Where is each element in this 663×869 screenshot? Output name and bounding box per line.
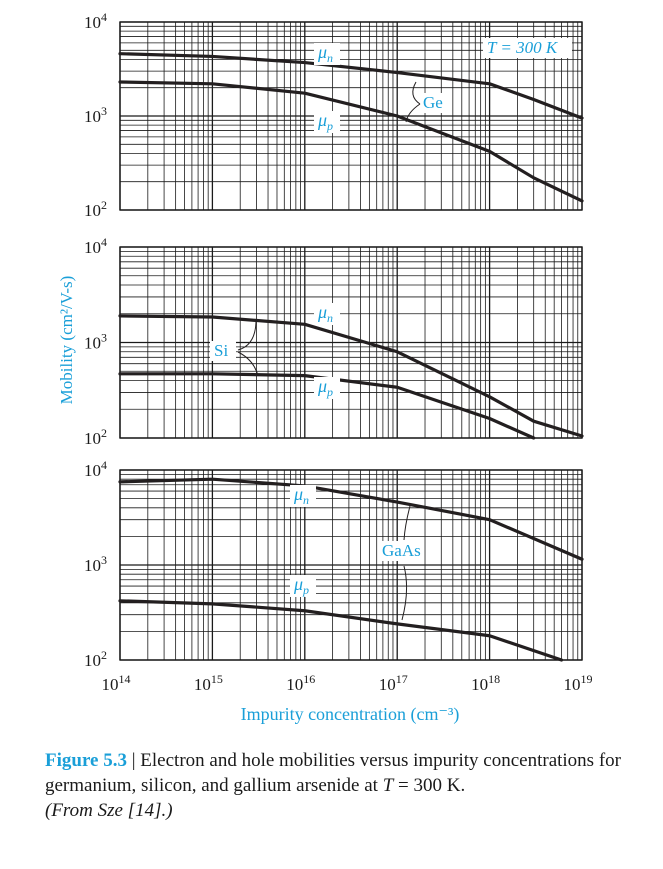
y-tick-label: 103 (84, 104, 107, 126)
si-leader (237, 319, 259, 377)
y-axis-label: Mobility (cm²/V-s) (57, 276, 76, 405)
x-tick-label: 1015 (194, 672, 223, 694)
curve-layer (118, 52, 584, 662)
x-axis-label: Impurity concentration (cm⁻³) (241, 704, 460, 725)
grid-layer (119, 21, 583, 661)
series-label-ge-mu-p: μp (317, 110, 333, 133)
curve-gaas-mu-n (118, 477, 584, 561)
caption-temp-var: T (382, 775, 394, 796)
series-label-gaas-mu-n-bg (290, 485, 316, 507)
material-label-ge: Ge (423, 93, 443, 112)
x-tick-label: 1019 (564, 672, 593, 694)
series-label-si-mu-p: μp (317, 376, 333, 399)
figure-caption: Figure 5.3 | Electron and hole mobilitie… (45, 748, 645, 823)
panel-frame-gaas (119, 469, 583, 661)
material-label-si: Si (214, 341, 228, 360)
y-tick-label: 104 (84, 10, 107, 32)
y-tick-label: 103 (84, 553, 107, 575)
caption-label: Figure 5.3 (45, 750, 127, 771)
panel-frame-si (119, 246, 583, 439)
gaas-leader (401, 505, 411, 621)
material-label-gaas-bg (378, 541, 422, 561)
series-label-ge-mu-p-bg (314, 111, 340, 133)
curve-ge-mu-n (118, 52, 584, 120)
ge-leader (405, 81, 421, 123)
x-tick-label: 1014 (102, 672, 131, 694)
series-label-si-mu-n-bg (314, 303, 340, 325)
temperature-label-bg (483, 38, 572, 58)
caption-source: (From Sze [14].) (45, 800, 173, 821)
material-label-ge-bg (419, 93, 445, 113)
y-tick-label: 104 (84, 458, 107, 480)
curve-si-mu-n (118, 314, 584, 438)
temperature-label: T = 300 K (487, 38, 559, 57)
caption-temp-value: = 300 K. (398, 775, 466, 796)
series-label-gaas-mu-p-bg (290, 575, 316, 597)
series-label-gaas-mu-p: μp (293, 574, 309, 597)
y-tick-label: 102 (84, 198, 107, 220)
y-tick-label: 104 (84, 235, 107, 257)
panel-frame-ge (119, 21, 583, 211)
curve-ge-mu-p (118, 80, 584, 203)
series-label-ge-mu-n: μn (317, 42, 333, 65)
caption-text: Electron and hole mobilities versus impu… (45, 750, 621, 796)
series-label-si-mu-n: μn (317, 302, 333, 325)
x-tick-label: 1016 (286, 672, 315, 694)
series-label-gaas-mu-n: μn (293, 484, 309, 507)
y-tick-label: 103 (84, 331, 107, 353)
material-label-si-bg (210, 341, 236, 361)
x-tick-label: 1018 (471, 672, 500, 694)
y-tick-label: 102 (84, 648, 107, 670)
series-label-si-mu-p-bg (314, 377, 340, 399)
x-tick-label: 1017 (379, 672, 408, 694)
curve-gaas-mu-p (118, 599, 564, 662)
series-label-ge-mu-n-bg (314, 43, 340, 65)
caption-separator: | (131, 750, 136, 771)
y-tick-label: 102 (84, 426, 107, 448)
curve-si-mu-p (118, 372, 536, 440)
material-label-gaas: GaAs (382, 541, 421, 560)
